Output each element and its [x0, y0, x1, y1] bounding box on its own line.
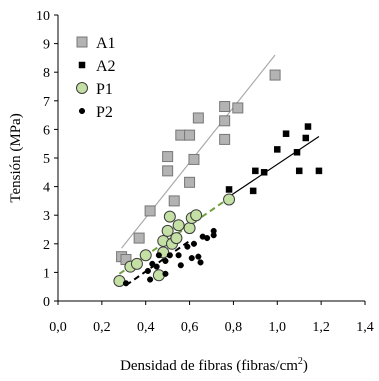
legend-label-a2: A2 [96, 58, 116, 75]
series-a1 [116, 69, 281, 266]
point-p2 [204, 235, 211, 242]
x-tick-label: 0,4 [137, 320, 155, 335]
y-tick-label: 7 [43, 95, 50, 110]
point-p1 [183, 222, 196, 235]
point-a1 [144, 205, 156, 217]
legend-label-p2: P2 [96, 104, 113, 121]
point-a2 [315, 167, 323, 175]
x-axis-title-main: Densidad de fibras (fibras/cm [120, 358, 298, 374]
x-tick-label: 0,6 [181, 320, 199, 335]
point-a1 [133, 232, 145, 244]
x-tick-label: 0,8 [225, 320, 243, 335]
x-axis-title-end: ) [303, 358, 308, 374]
point-a2 [252, 167, 259, 175]
point-p2 [149, 260, 156, 267]
tick-labels: 0,0 0,2 0,4 0,6 0,8 1,0 1,2 1,4 0 1 2 3 4 5 6 7 8 9 10 [36, 9, 374, 335]
point-a2 [293, 149, 301, 156]
point-p1 [172, 219, 185, 232]
point-a1 [219, 133, 231, 145]
legend-marker-a1 [76, 36, 88, 48]
series-a2 [225, 123, 323, 195]
y-tick-label: 2 [43, 238, 50, 253]
point-p1 [130, 257, 143, 270]
point-p1 [163, 210, 176, 223]
point-p2 [155, 252, 162, 259]
data-points [113, 69, 323, 287]
point-p2 [188, 255, 195, 262]
x-axis-title-sup: 2 [298, 356, 303, 367]
point-a2 [295, 167, 303, 175]
legend: A1 A2 P1 P2 [76, 35, 116, 121]
legend-marker-a2 [78, 61, 86, 69]
y-tick-label: 3 [43, 209, 50, 224]
y-axis-title: Tensión (MPa) [8, 113, 24, 202]
trendline-p2 [125, 240, 191, 287]
point-a2 [304, 123, 312, 130]
point-a2 [249, 187, 257, 195]
point-a2 [225, 186, 233, 193]
series-p1 [113, 193, 236, 287]
point-p2 [122, 280, 130, 287]
point-a1 [184, 176, 196, 188]
y-tick-label: 1 [43, 266, 50, 281]
y-tick-label: 0 [43, 295, 50, 310]
point-p2 [210, 227, 217, 234]
y-tick-label: 4 [43, 181, 50, 196]
point-p1 [223, 193, 236, 206]
point-p2 [153, 263, 160, 270]
point-a1 [269, 69, 281, 81]
axes [54, 14, 366, 305]
y-tick-label: 6 [43, 123, 50, 138]
x-axis-title: Densidad de fibras (fibras/cm2) [120, 356, 308, 374]
x-tick-label: 0,2 [93, 320, 111, 335]
y-tick-label: 10 [36, 9, 50, 24]
y-tick-label: 9 [43, 38, 50, 53]
point-p2 [197, 259, 204, 266]
point-p2 [162, 270, 169, 277]
point-a1 [184, 129, 196, 141]
x-tick-label: 1,2 [312, 320, 330, 335]
point-p2 [195, 253, 202, 260]
point-p1 [161, 224, 174, 237]
point-p2 [144, 267, 151, 275]
point-p1 [113, 274, 126, 287]
point-a1 [168, 195, 180, 207]
legend-marker-p1 [76, 82, 88, 94]
point-a1 [232, 102, 244, 114]
point-p1 [190, 209, 203, 222]
point-a1 [219, 115, 231, 127]
point-p2 [190, 240, 198, 247]
x-tick-label: 1,4 [356, 320, 374, 335]
point-p1 [170, 232, 183, 245]
point-p2 [177, 262, 184, 269]
point-a1 [162, 151, 174, 163]
point-p1 [152, 269, 165, 282]
point-a1 [188, 153, 200, 165]
point-p2 [147, 276, 154, 283]
y-tick-label: 8 [43, 66, 50, 81]
point-p1 [139, 249, 152, 262]
y-tick-label: 5 [43, 152, 50, 167]
x-tick-label: 1,0 [269, 320, 287, 335]
point-a1 [219, 101, 231, 113]
point-a1 [162, 165, 174, 177]
point-p2 [162, 257, 169, 265]
series-p2 [122, 227, 217, 287]
point-p2 [175, 252, 182, 259]
point-a2 [302, 134, 310, 142]
legend-label-p1: P1 [96, 81, 113, 98]
x-tick-label: 0,0 [49, 320, 67, 335]
point-p2 [184, 243, 191, 250]
point-a1 [192, 112, 204, 124]
point-p2 [166, 252, 173, 259]
point-a2 [260, 169, 268, 176]
legend-label-a1: A1 [96, 35, 116, 52]
legend-marker-p2 [78, 107, 86, 115]
trendline-a2 [228, 136, 320, 198]
point-a2 [274, 146, 281, 153]
point-a2 [282, 130, 290, 137]
